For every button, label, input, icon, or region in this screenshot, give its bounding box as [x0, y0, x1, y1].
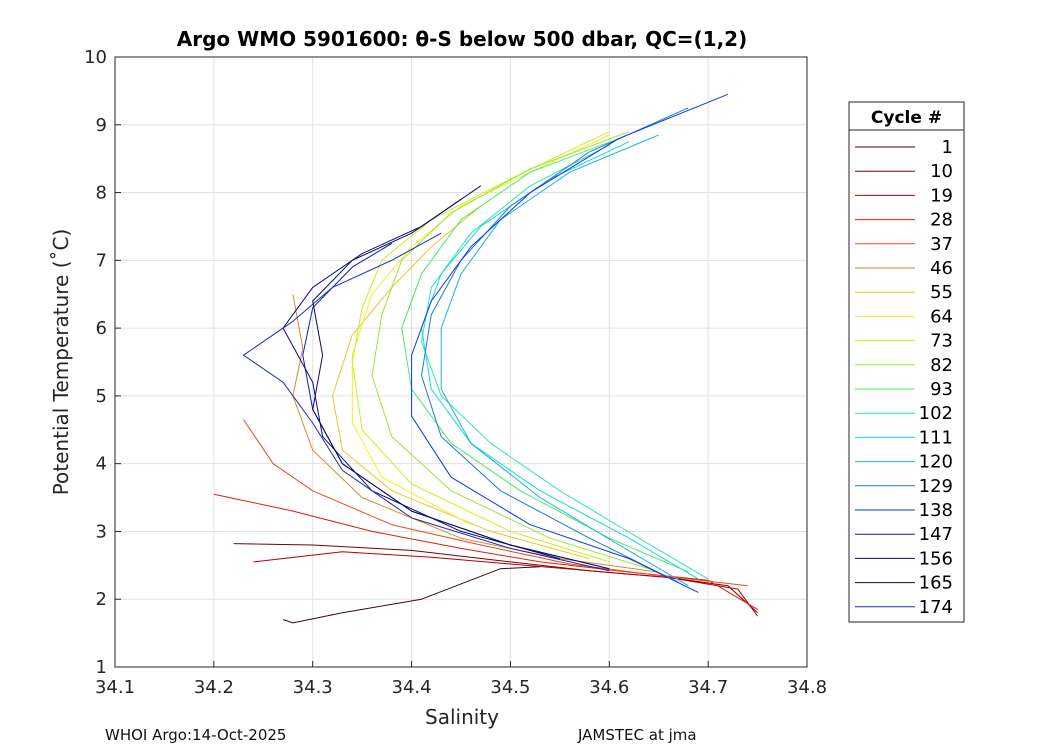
series-line-cycle-19	[253, 551, 759, 617]
y-tick-label: 2	[96, 589, 107, 610]
legend-label: 165	[919, 573, 953, 594]
y-tick-label: 5	[96, 386, 107, 407]
x-tick-label: 34.5	[490, 677, 530, 698]
y-tick-label: 10	[84, 47, 107, 68]
y-tick-label: 6	[96, 318, 107, 339]
series-line-cycle-28	[213, 493, 758, 610]
series-line-cycle-138	[411, 93, 729, 593]
legend-label: 1	[942, 137, 953, 158]
x-tick-label: 34.7	[688, 677, 728, 698]
x-tick-label: 34.2	[194, 677, 234, 698]
x-tick-label: 34.6	[589, 677, 629, 698]
legend: Cycle #1 10 19 28 37 46 55 64 73 82 93 102 111 120 129…	[848, 101, 965, 623]
y-tick-label: 1	[96, 657, 107, 678]
y-tick-label: 8	[96, 183, 107, 204]
x-tick-label: 34.4	[392, 677, 432, 698]
legend-label: 138	[919, 500, 953, 521]
series-line-cycle-37	[243, 419, 748, 587]
plot-frame	[114, 56, 808, 668]
legend-label: 19	[930, 185, 953, 206]
legend-label: 102	[919, 403, 953, 424]
legend-label: 55	[930, 282, 953, 303]
series-line-cycle-1	[282, 566, 541, 624]
legend-label: 129	[919, 476, 953, 497]
legend-label: 93	[930, 379, 953, 400]
legend-label: 120	[919, 452, 953, 473]
legend-box	[848, 101, 965, 623]
series-line-cycle-174	[243, 232, 610, 572]
footer-left-text: WHOI Argo:14-Oct-2025	[105, 726, 287, 744]
axis-ticks: 34.1 34.2 34.3 34.4 34.5 34.6 34.7 34.8 1 2 3 4 5 6 7 8…	[84, 47, 827, 698]
x-axis-label: Salinity	[425, 705, 499, 729]
y-tick-label: 3	[96, 521, 107, 542]
footer-right-text: JAMSTEC at jma	[578, 726, 697, 744]
y-tick-label: 4	[96, 454, 107, 475]
series-line-cycle-120	[440, 134, 689, 587]
series-line-cycle-73	[351, 131, 610, 563]
legend-label: 174	[919, 597, 953, 618]
legend-title: Cycle #	[871, 108, 942, 128]
series-line-cycle-129	[421, 107, 689, 583]
legend-label: 156	[919, 548, 953, 569]
legend-label: 28	[930, 210, 953, 231]
series-line-cycle-93	[401, 137, 689, 573]
y-axis-label: Potential Temperature (˚C)	[49, 229, 73, 496]
x-tick-label: 34.3	[293, 677, 333, 698]
series-line-cycle-10	[233, 543, 758, 614]
series-line-cycle-102	[421, 144, 709, 580]
series-line-cycle-64	[351, 134, 610, 526]
y-tick-label: 7	[96, 250, 107, 271]
series-line-cycle-156	[282, 185, 561, 560]
legend-label: 64	[930, 306, 953, 327]
series-line-cycle-46	[292, 294, 659, 573]
x-tick-label: 34.8	[787, 677, 827, 698]
legend-label: 82	[930, 355, 953, 376]
legend-label: 46	[930, 258, 953, 279]
legend-label: 147	[919, 524, 953, 545]
x-tick-label: 34.1	[95, 677, 135, 698]
legend-label: 111	[919, 427, 953, 448]
series-line-cycle-82	[371, 131, 649, 570]
legend-label: 10	[930, 161, 953, 182]
legend-label: 73	[930, 331, 953, 352]
legend-label: 37	[930, 234, 953, 255]
series-layer	[213, 93, 759, 624]
series-line-cycle-165	[312, 198, 610, 570]
y-tick-label: 9	[96, 115, 107, 136]
chart-title: Argo WMO 5901600: θ-S below 500 dbar, QC…	[177, 27, 747, 51]
